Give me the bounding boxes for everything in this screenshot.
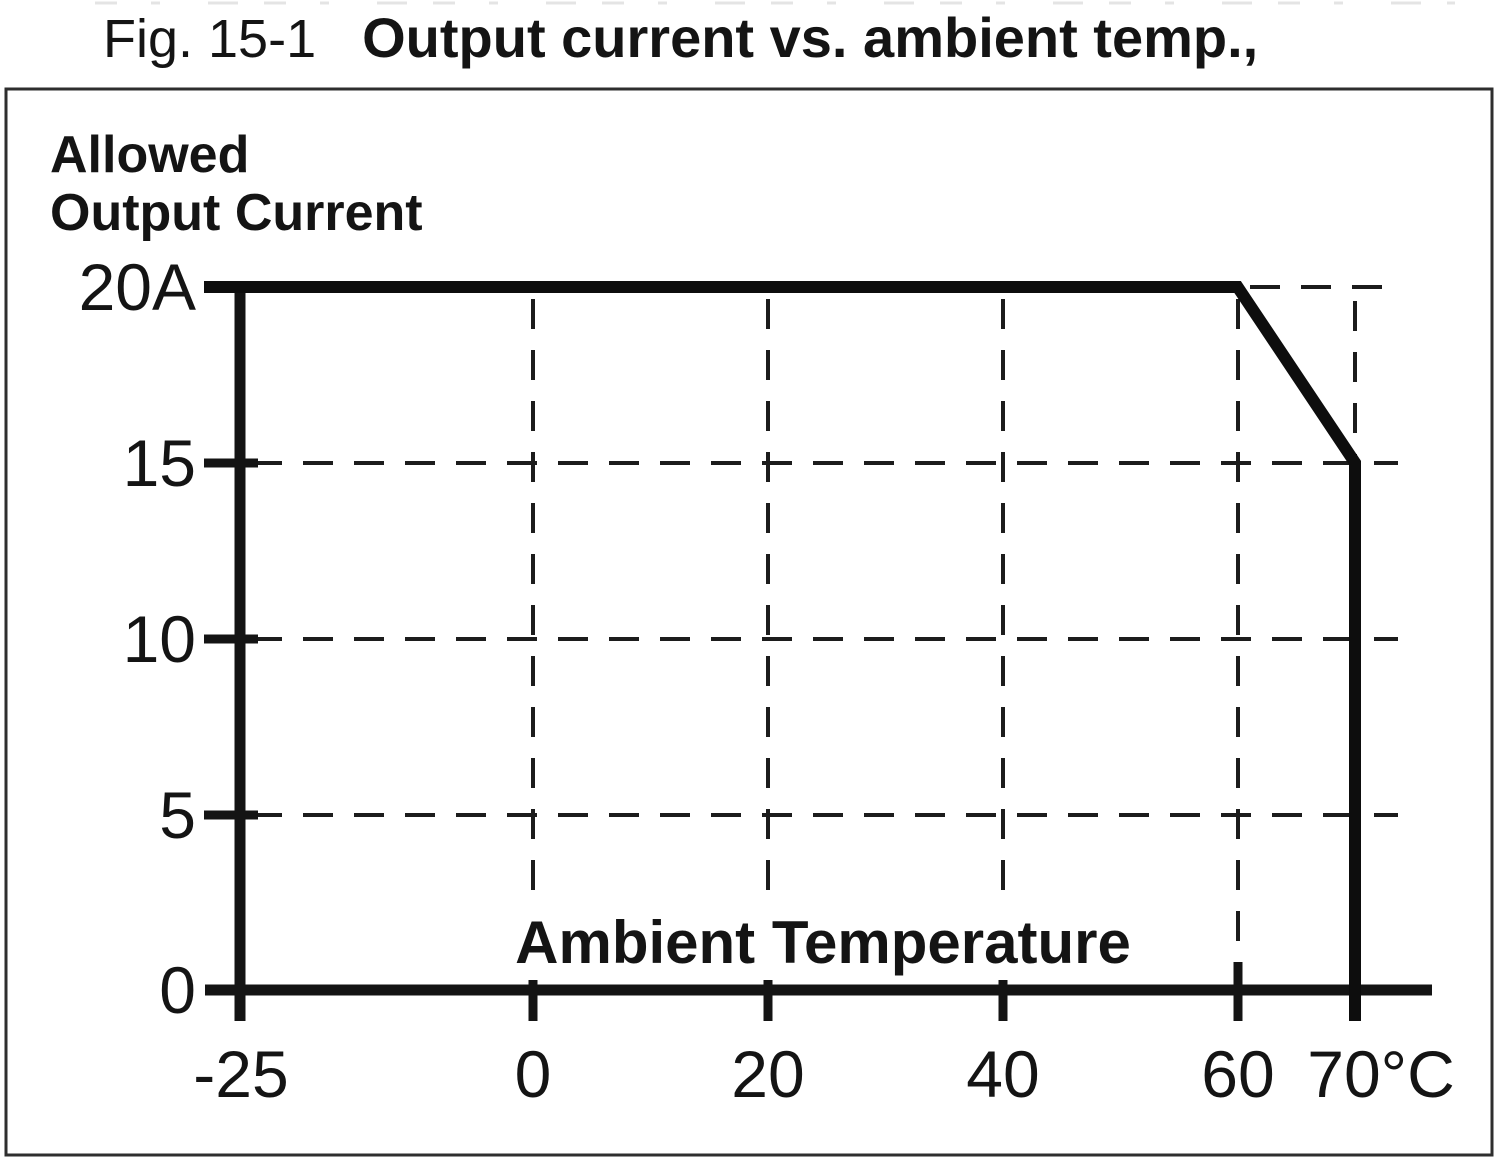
x-tick-label-20: 20 [731,1037,804,1111]
y-tick-label-5: 5 [159,778,196,852]
x-axis-title: Ambient Temperature [515,909,1131,976]
x-tick-label-40: 40 [966,1037,1039,1111]
y-axis-title-line1: Allowed [50,126,249,184]
derating-curve [240,281,1361,990]
figure-number: Fig. 15-1 [103,9,317,69]
x-tick-label-0: 0 [515,1037,552,1111]
figure-title: Output current vs. ambient temp., [362,6,1259,69]
y-tick-label-20a: 20A [79,250,196,324]
figure-caption: Fig. 15-1 Output current vs. ambient temp… [103,6,1259,69]
x-tick-label-70c: 70°C [1307,1037,1454,1111]
x-tick-label-60: 60 [1201,1037,1274,1111]
y-axis-title-line2: Output Current [50,184,423,242]
x-tick-label-neg25: -25 [193,1037,288,1111]
xlabel-background-mask [472,898,1174,980]
y-tick-label-0: 0 [159,953,196,1027]
y-tick-label-15: 15 [123,426,196,500]
y-tick-label-10: 10 [123,602,196,676]
